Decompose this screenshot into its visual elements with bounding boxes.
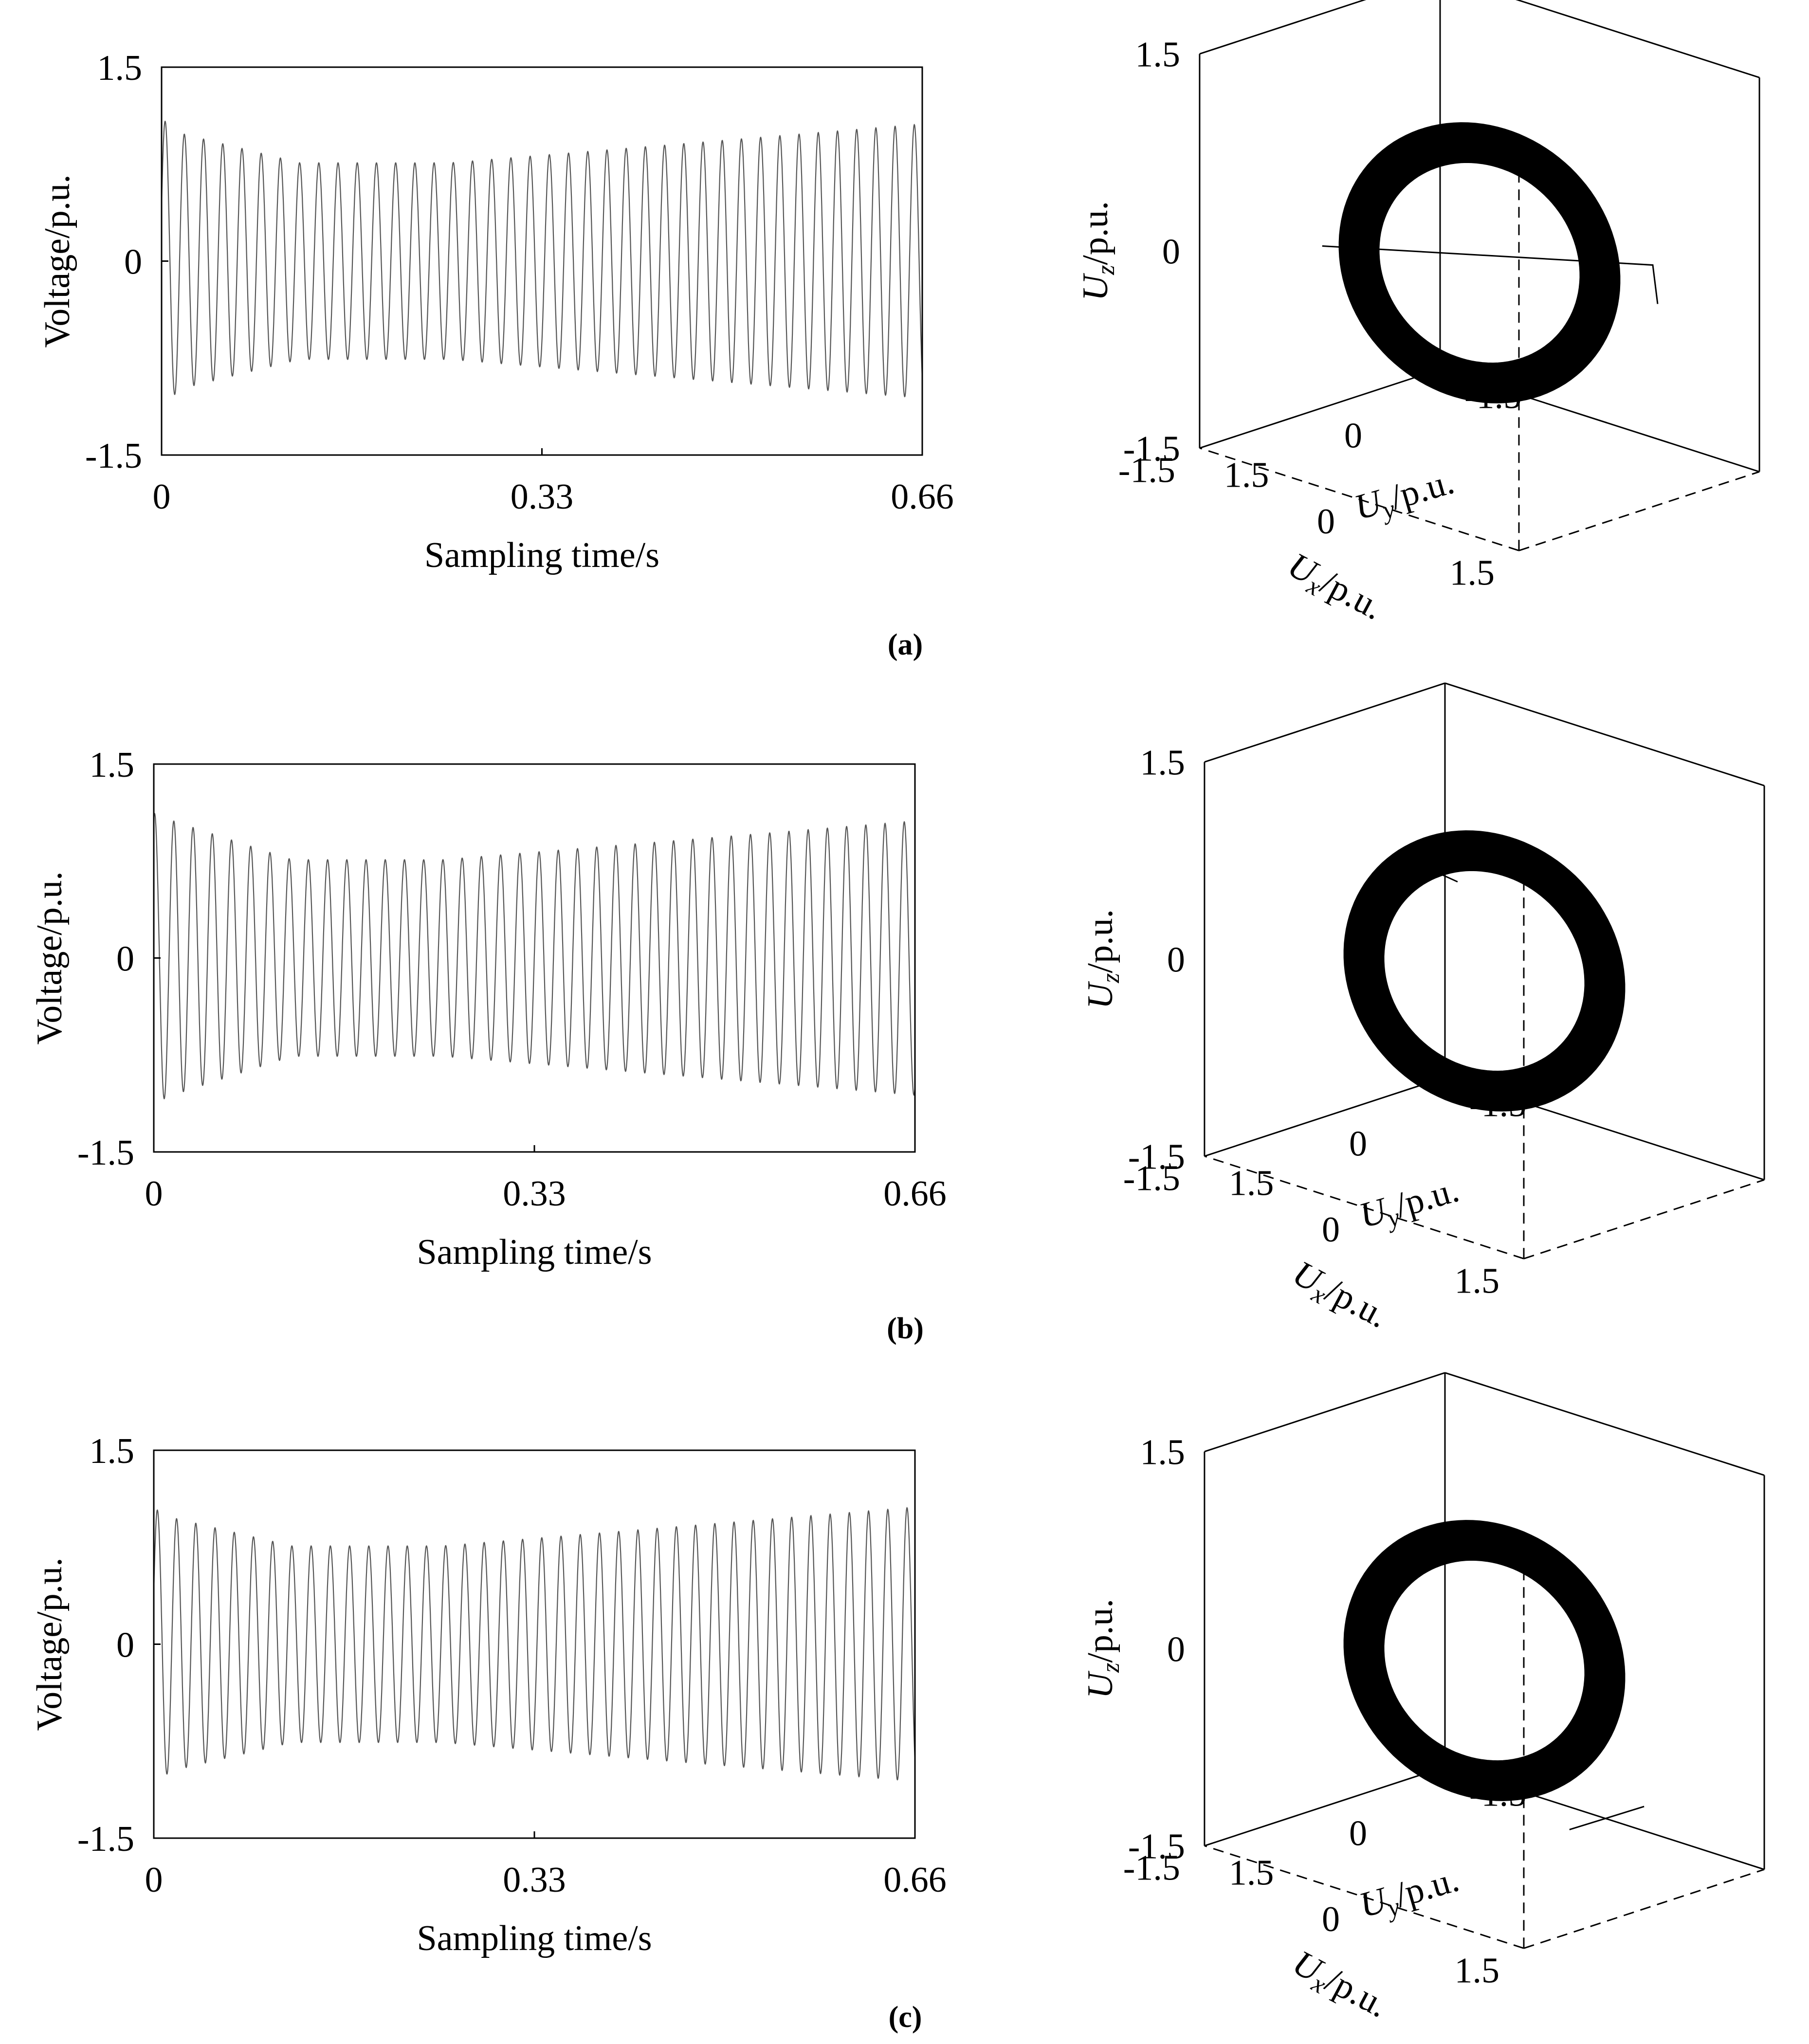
- y-tick-label: 0: [1349, 1124, 1367, 1164]
- x-axis-label: Sampling time/s: [417, 1232, 652, 1272]
- y-axis-label: Voltage/p.u.: [30, 1557, 70, 1731]
- cube-edge: [1199, 0, 1367, 55]
- y-tick-label: -1.5: [1469, 1085, 1526, 1125]
- x-tick-label: 0.66: [883, 1860, 947, 1900]
- x-tick-label: -1.5: [1123, 1848, 1180, 1888]
- voltage-waveform: [153, 813, 916, 1099]
- x-tick-label: 0: [1322, 1899, 1340, 1939]
- cube-hidden-edge: [1204, 1155, 1524, 1259]
- y-tick-label: -1.5: [1464, 377, 1521, 417]
- z-tick-label: -1.5: [1128, 1137, 1185, 1177]
- cube-hidden-edge: [1523, 1868, 1765, 1949]
- z-tick-label: 0: [1167, 1630, 1185, 1670]
- z-tick-label: -1.5: [1128, 1827, 1185, 1867]
- x-tick-label: 0: [1322, 1210, 1340, 1250]
- x-tick-label: 1.5: [1455, 1951, 1500, 1990]
- y-tick-label: 1.5: [1229, 1164, 1274, 1204]
- transient-segment: [1569, 1806, 1645, 1830]
- transient-segment: [1397, 854, 1458, 883]
- cube-hidden-edge: [1199, 447, 1519, 551]
- cube-edge: [1204, 1077, 1445, 1157]
- voltage-plot-b: 1.5 0 -1.5 0 0.33 0.66 Sampling time/s Voltage/…: [30, 745, 947, 1272]
- voltage-plot-a: 1.5 0 -1.5 0 0.33 0.66 Sampling time/s Voltage/…: [37, 48, 954, 575]
- x-tick-label: 1.5: [1455, 1261, 1500, 1301]
- transient-segment: [1322, 245, 1659, 304]
- x-tick-label: -1.5: [1123, 1159, 1180, 1199]
- cube-hidden-edge: [1518, 471, 1760, 551]
- y-tick-label: 0: [116, 1625, 134, 1665]
- voltage-trajectory: [1343, 1520, 1626, 1801]
- voltage-waveform: [153, 1507, 916, 1781]
- x-tick-label: 0: [145, 1174, 163, 1214]
- z-tick-label: 0: [1167, 940, 1185, 980]
- x-tick-label: 0: [1317, 502, 1335, 542]
- voltage-plot-c: 1.5 0 -1.5 0 0.33 0.66 Sampling time/s Voltage/…: [30, 1431, 947, 1958]
- z-tick-label: 1.5: [1140, 743, 1185, 783]
- x-tick-label: 0: [145, 1860, 163, 1900]
- cube-edge: [1204, 682, 1445, 763]
- x-tick-label: 0.33: [511, 477, 574, 517]
- y-tick-label: 1.5: [90, 745, 135, 785]
- cube-edge: [1444, 1766, 1765, 1870]
- z-tick-label: 1.5: [1140, 1433, 1185, 1473]
- panel-caption: (c): [889, 2001, 922, 2034]
- x-tick-label: -1.5: [1118, 451, 1175, 491]
- y-tick-label: -1.5: [77, 1133, 134, 1173]
- cube-edge: [1444, 1077, 1765, 1181]
- y-tick-label: -1.5: [85, 436, 142, 476]
- y-tick-label: 0: [1344, 416, 1362, 456]
- z-axis-label: Uz/p.u.: [1080, 1599, 1125, 1698]
- cube-hidden-edge: [1523, 1179, 1765, 1259]
- y-tick-label: -1.5: [1469, 1774, 1526, 1814]
- cube-edge: [1440, 368, 1760, 473]
- x-tick-label: 0: [153, 477, 171, 517]
- panel-caption: (b): [887, 1312, 924, 1345]
- z-axis-label: Uz/p.u.: [1080, 909, 1125, 1009]
- z-tick-label: -1.5: [1123, 429, 1180, 469]
- y-axis-label: Voltage/p.u.: [37, 174, 77, 347]
- panel-caption: (a): [888, 628, 923, 661]
- cube-edge: [1444, 1372, 1765, 1476]
- y-tick-label: 1.5: [97, 48, 143, 88]
- voltage-waveform: [161, 121, 923, 398]
- z-axis-label: Uz/p.u.: [1076, 201, 1120, 301]
- z-tick-label: 0: [1162, 232, 1180, 272]
- y-tick-label: 0: [1349, 1814, 1367, 1854]
- voltage-trajectory: [1338, 122, 1621, 403]
- cube-edge: [1515, 0, 1760, 78]
- cube-edge: [1444, 682, 1765, 786]
- x-tick-label: 0.33: [503, 1860, 566, 1900]
- x-axis-label: Sampling time/s: [417, 1918, 652, 1958]
- cube-edge: [1204, 1766, 1445, 1847]
- y-tick-label: 1.5: [1224, 456, 1269, 495]
- x-tick-label: 1.5: [1450, 553, 1495, 593]
- z-tick-label: 1.5: [1135, 35, 1180, 75]
- x-tick-label: 0.66: [883, 1174, 947, 1214]
- x-tick-label: 0.33: [503, 1174, 566, 1214]
- x-axis-label: Sampling time/s: [424, 535, 659, 575]
- y-tick-label: 1.5: [90, 1431, 135, 1471]
- y-tick-label: -1.5: [77, 1819, 134, 1859]
- voltage-trajectory: [1343, 830, 1626, 1112]
- cube-edge: [1204, 1372, 1445, 1453]
- y-tick-label: 0: [124, 242, 142, 282]
- cube-hidden-edge: [1204, 1845, 1524, 1949]
- x-tick-label: 0.66: [891, 477, 954, 517]
- y-axis-label: Voltage/p.u.: [30, 871, 70, 1044]
- cube-edge: [1199, 368, 1441, 449]
- y-tick-label: 0: [116, 939, 134, 979]
- y-tick-label: 1.5: [1229, 1853, 1274, 1893]
